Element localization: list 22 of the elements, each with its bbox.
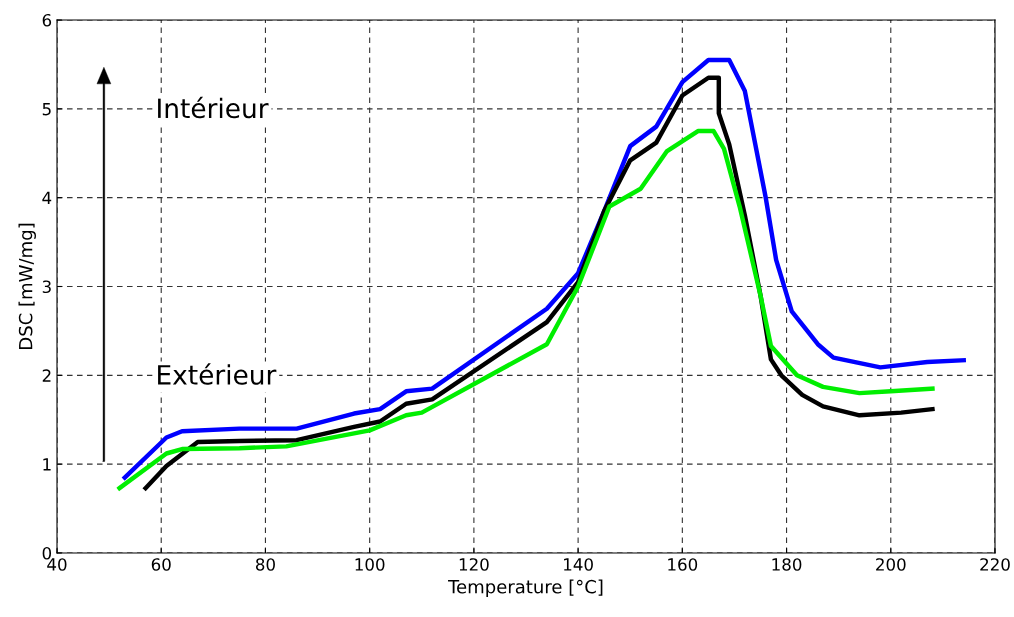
y-tick-label: 0	[42, 546, 52, 560]
x-tick-label: 120	[459, 558, 489, 571]
annotation: Extérieur	[158, 363, 277, 385]
line-series	[117, 128, 935, 491]
y-tick-label: 3	[42, 280, 51, 294]
x-tick-label: 40	[47, 558, 67, 571]
y-axis-title: DSC [mW/mg]	[18, 223, 36, 349]
y-tick-label: 4	[42, 191, 52, 204]
x-tick-label: 180	[772, 558, 802, 571]
y-tick-label: 2	[42, 369, 51, 382]
x-tick-label: 200	[876, 558, 906, 571]
x-tick-label: 100	[355, 558, 385, 571]
y-tick-label: 1	[43, 458, 51, 471]
x-tick-label: 140	[564, 558, 593, 571]
annotation: Intérieur	[158, 96, 269, 119]
x-tick-label: 80	[255, 558, 275, 571]
y-tick-label: 5	[42, 103, 51, 116]
x-tick-label: 60	[151, 558, 171, 571]
x-tick-label: 160	[668, 558, 698, 571]
y-tick-label: 6	[42, 13, 52, 27]
x-tick-label: 220	[980, 558, 1010, 571]
x-axis-title: Temperature [°C]	[448, 579, 603, 598]
